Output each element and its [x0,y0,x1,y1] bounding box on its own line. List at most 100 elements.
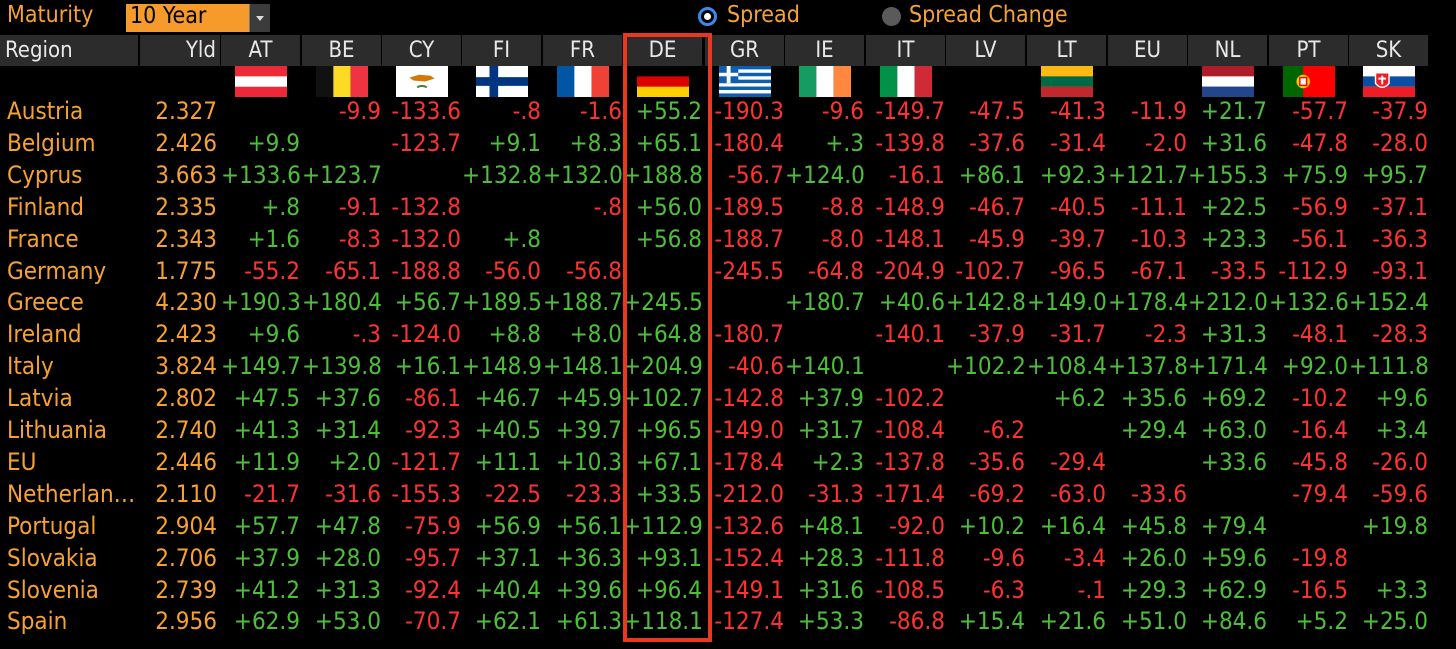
spread-cell[interactable]: +149.7 [221,352,301,381]
spread-cell[interactable]: +93.1 [635,543,702,572]
spread-cell[interactable]: +204.9 [623,352,703,381]
spread-cell[interactable]: -.3 [352,320,381,349]
spread-cell[interactable]: -.1 [1077,575,1106,604]
region-name[interactable]: Ireland [7,320,82,349]
spread-cell[interactable]: +148.1 [543,352,623,381]
region-name[interactable]: Slovakia [7,543,98,572]
spread-cell[interactable]: -92.3 [405,416,461,444]
spread-cell[interactable]: -37.9 [969,320,1025,349]
spread-cell[interactable]: -26.0 [1372,447,1428,476]
header-fr[interactable]: FR [543,35,622,66]
spread-cell[interactable]: +28.3 [797,543,864,572]
spread-cell[interactable]: -6.2 [982,416,1025,444]
spread-cell[interactable]: -2.3 [1144,320,1187,349]
region-name[interactable]: Germany [7,256,107,285]
table-row[interactable]: Germany 1.775 -55.2 -65.1 -188.8 -56.0 -56.8 -2… [0,257,1456,288]
spread-cell[interactable]: -45.8 [1292,447,1348,476]
spread-cell[interactable]: +152.4 [1349,288,1429,317]
spread-cell[interactable]: -212.0 [714,479,784,508]
spread-cell[interactable]: +22.5 [1200,192,1267,221]
spread-cell[interactable]: +188.8 [623,160,703,189]
spread-cell[interactable]: -29.4 [1050,447,1106,476]
spread-cell[interactable]: +2.0 [328,447,381,476]
table-row[interactable]: Latvia 2.802 +47.5 +37.6 -86.1 +46.7 +45.9 +102… [0,384,1456,415]
spread-cell[interactable]: +56.7 [394,288,461,317]
spread-cell[interactable]: +53.0 [314,607,381,636]
header-fi[interactable]: FI [462,35,541,66]
spread-cell[interactable]: +15.4 [958,607,1025,636]
spread-cell[interactable]: -92.0 [889,511,945,540]
spread-cell[interactable]: +102.2 [946,352,1026,381]
spread-cell[interactable]: +112.9 [623,511,703,540]
spread-cell[interactable]: +1.6 [247,224,300,253]
spread-cell[interactable]: -46.7 [969,192,1025,221]
spread-cell[interactable]: -96.5 [1050,256,1106,285]
spread-cell[interactable]: -70.7 [405,607,461,636]
spread-cell[interactable]: +11.1 [474,447,541,476]
spread-cell[interactable]: -47.8 [1292,128,1348,157]
spread-cell[interactable]: -132.8 [391,192,461,221]
spread-cell[interactable]: +.8 [502,224,541,253]
spread-cell[interactable]: -37.1 [1372,192,1428,221]
spread-cell[interactable]: +37.1 [474,543,541,572]
spread-cell[interactable]: +31.3 [1200,320,1267,349]
spread-cell[interactable]: +148.9 [462,352,542,381]
spread-cell[interactable]: +180.4 [302,288,382,317]
spread-cell[interactable]: +19.8 [1361,511,1428,540]
spread-cell[interactable]: -148.9 [875,192,945,221]
spread-cell[interactable]: -112.9 [1278,256,1348,285]
header-at[interactable]: AT [221,35,300,66]
spread-cell[interactable]: +37.9 [797,384,864,413]
spread-cell[interactable]: +9.6 [1375,384,1428,413]
region-name[interactable]: Belgium [7,128,96,157]
spread-cell[interactable]: +56.8 [635,224,702,253]
spread-cell[interactable]: -31.6 [325,479,381,508]
spread-cell[interactable]: -6.3 [982,575,1025,604]
spread-cell[interactable]: +57.7 [233,511,300,540]
spread-cell[interactable]: -75.9 [405,511,461,540]
spread-cell[interactable]: +45.9 [555,384,622,413]
spread-cell[interactable]: -1.6 [579,97,622,125]
spread-cell[interactable]: -127.4 [714,607,784,636]
region-name[interactable]: Spain [7,607,68,636]
spread-cell[interactable]: +8.8 [488,320,541,349]
spread-cell[interactable]: -22.5 [485,479,541,508]
header-gr[interactable]: GR [705,35,784,66]
spread-cell[interactable]: +9.9 [247,128,300,157]
spread-cell[interactable]: -56.7 [728,160,784,189]
spread-cell[interactable]: +5.2 [1295,607,1348,636]
spread-cell[interactable]: +155.3 [1188,160,1268,189]
region-name[interactable]: Italy [7,352,54,381]
spread-radio-label[interactable]: Spread [727,2,800,28]
spread-cell[interactable]: +55.2 [635,97,702,125]
spread-cell[interactable]: +96.4 [635,575,702,604]
spread-cell[interactable]: -124.0 [391,320,461,349]
spread-cell[interactable]: +11.9 [233,447,300,476]
spread-cell[interactable]: -23.3 [566,479,622,508]
spread-cell[interactable]: +67.1 [635,447,702,476]
spread-cell[interactable]: -64.8 [808,256,864,285]
spread-cell[interactable]: +29.4 [1120,416,1187,444]
spread-cell[interactable]: +75.9 [1281,160,1348,189]
spread-cell[interactable]: -180.7 [714,320,784,349]
spread-cell[interactable]: +16.1 [394,352,461,381]
spread-cell[interactable]: -45.9 [969,224,1025,253]
table-row[interactable]: Slovenia 2.739 +41.2 +31.3 -92.4 +40.4 +39.6 +9… [0,576,1456,607]
spread-cell[interactable]: +123.7 [302,160,382,189]
spread-cell[interactable]: +180.7 [785,288,865,317]
spread-cell[interactable]: +28.0 [314,543,381,572]
spread-cell[interactable]: +142.8 [946,288,1026,317]
spread-cell[interactable]: +96.5 [635,416,702,444]
spread-cell[interactable]: -149.0 [714,416,784,444]
spread-cell[interactable]: +137.8 [1108,352,1188,381]
spread-cell[interactable]: -16.1 [889,160,945,189]
spread-cell[interactable]: +35.6 [1120,384,1187,413]
spread-cell[interactable]: -92.4 [405,575,461,604]
spread-cell[interactable]: -111.8 [875,543,945,572]
spread-cell[interactable]: -47.5 [969,97,1025,125]
spread-cell[interactable]: -41.3 [1050,97,1106,125]
spread-cell[interactable]: -155.3 [391,479,461,508]
table-row[interactable]: Italy 3.824 +149.7 +139.8 +16.1 +148.9 +148.1 +… [0,352,1456,383]
spread-cell[interactable]: -65.1 [325,256,381,285]
spread-cell[interactable]: -9.9 [338,97,381,125]
